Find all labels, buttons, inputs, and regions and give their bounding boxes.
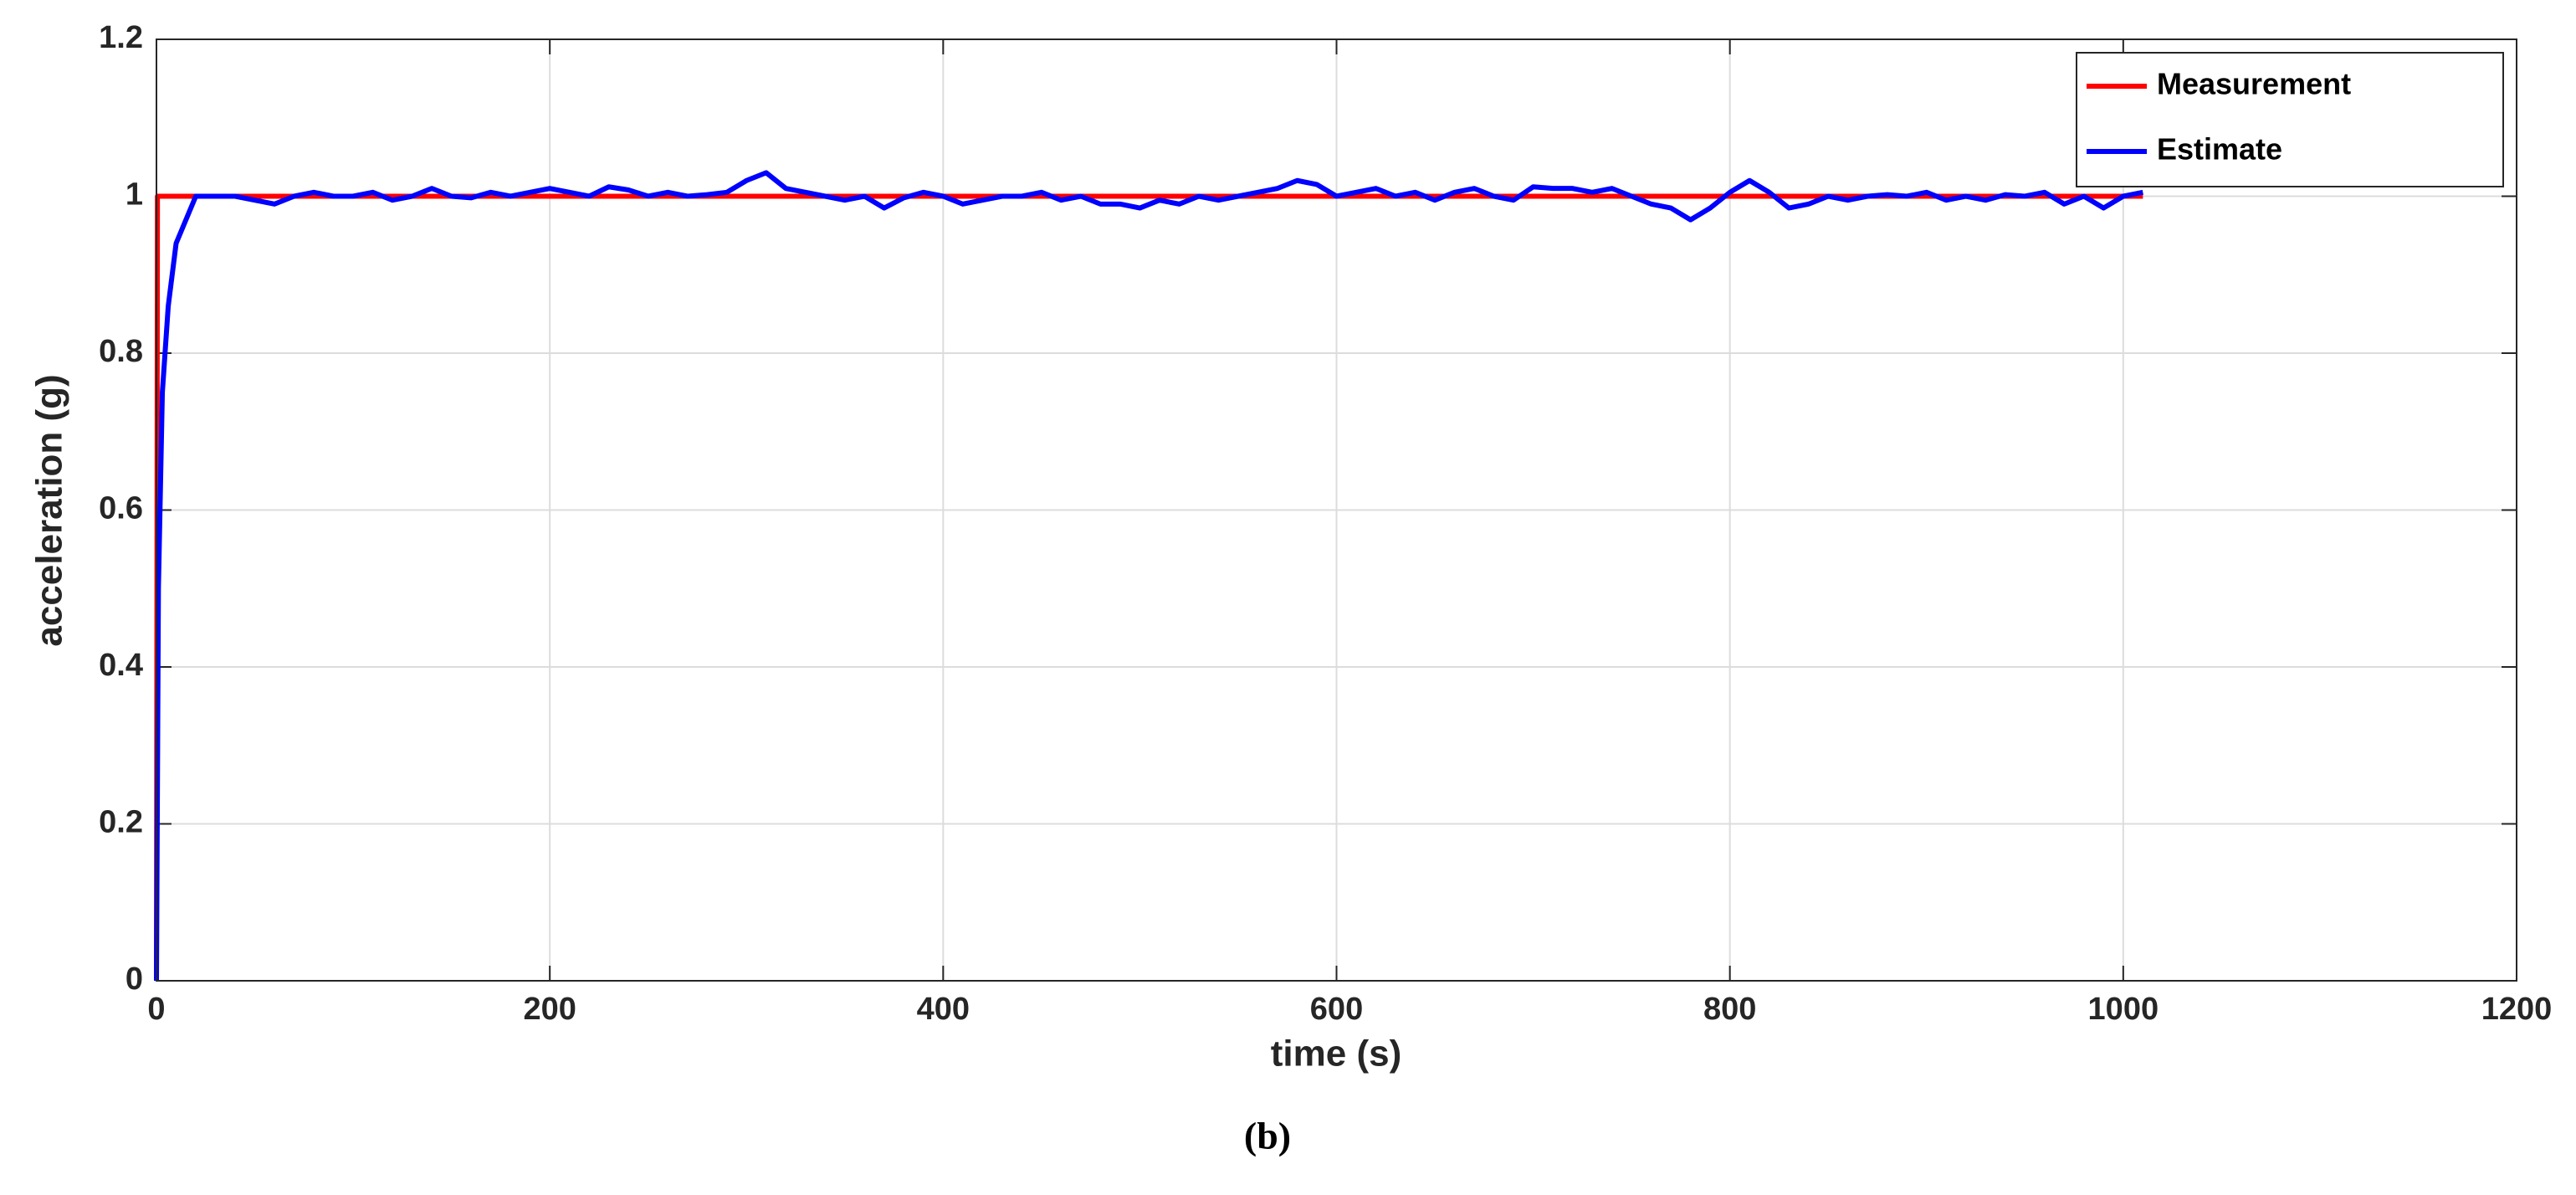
y-tick-label: 0.6 xyxy=(99,491,143,526)
x-tick-label: 1000 xyxy=(2088,992,2159,1027)
legend-box xyxy=(2076,52,2504,187)
legend-label: Measurement xyxy=(2157,67,2351,101)
y-tick-label: 0.8 xyxy=(99,334,143,369)
x-tick-label: 800 xyxy=(1703,992,1756,1027)
y-tick-label: 0.4 xyxy=(99,648,143,683)
x-tick-label: 1200 xyxy=(2481,992,2553,1027)
axes-box xyxy=(156,38,2517,982)
y-tick-label: 1.2 xyxy=(99,20,143,55)
caption: (b) xyxy=(1244,1115,1291,1157)
legend-label: Estimate xyxy=(2157,132,2282,167)
x-tick-label: 0 xyxy=(147,992,165,1027)
y-tick-label: 0 xyxy=(125,962,143,997)
y-tick-label: 0.2 xyxy=(99,805,143,840)
y-axis-label: acceleration (g) xyxy=(29,374,70,646)
x-tick-label: 400 xyxy=(917,992,970,1027)
y-tick-label: 1 xyxy=(125,177,143,213)
x-tick-label: 200 xyxy=(523,992,576,1027)
x-tick-label: 600 xyxy=(1310,992,1363,1027)
data-line xyxy=(154,170,2143,982)
x-axis-label: time (s) xyxy=(1271,1033,1401,1074)
